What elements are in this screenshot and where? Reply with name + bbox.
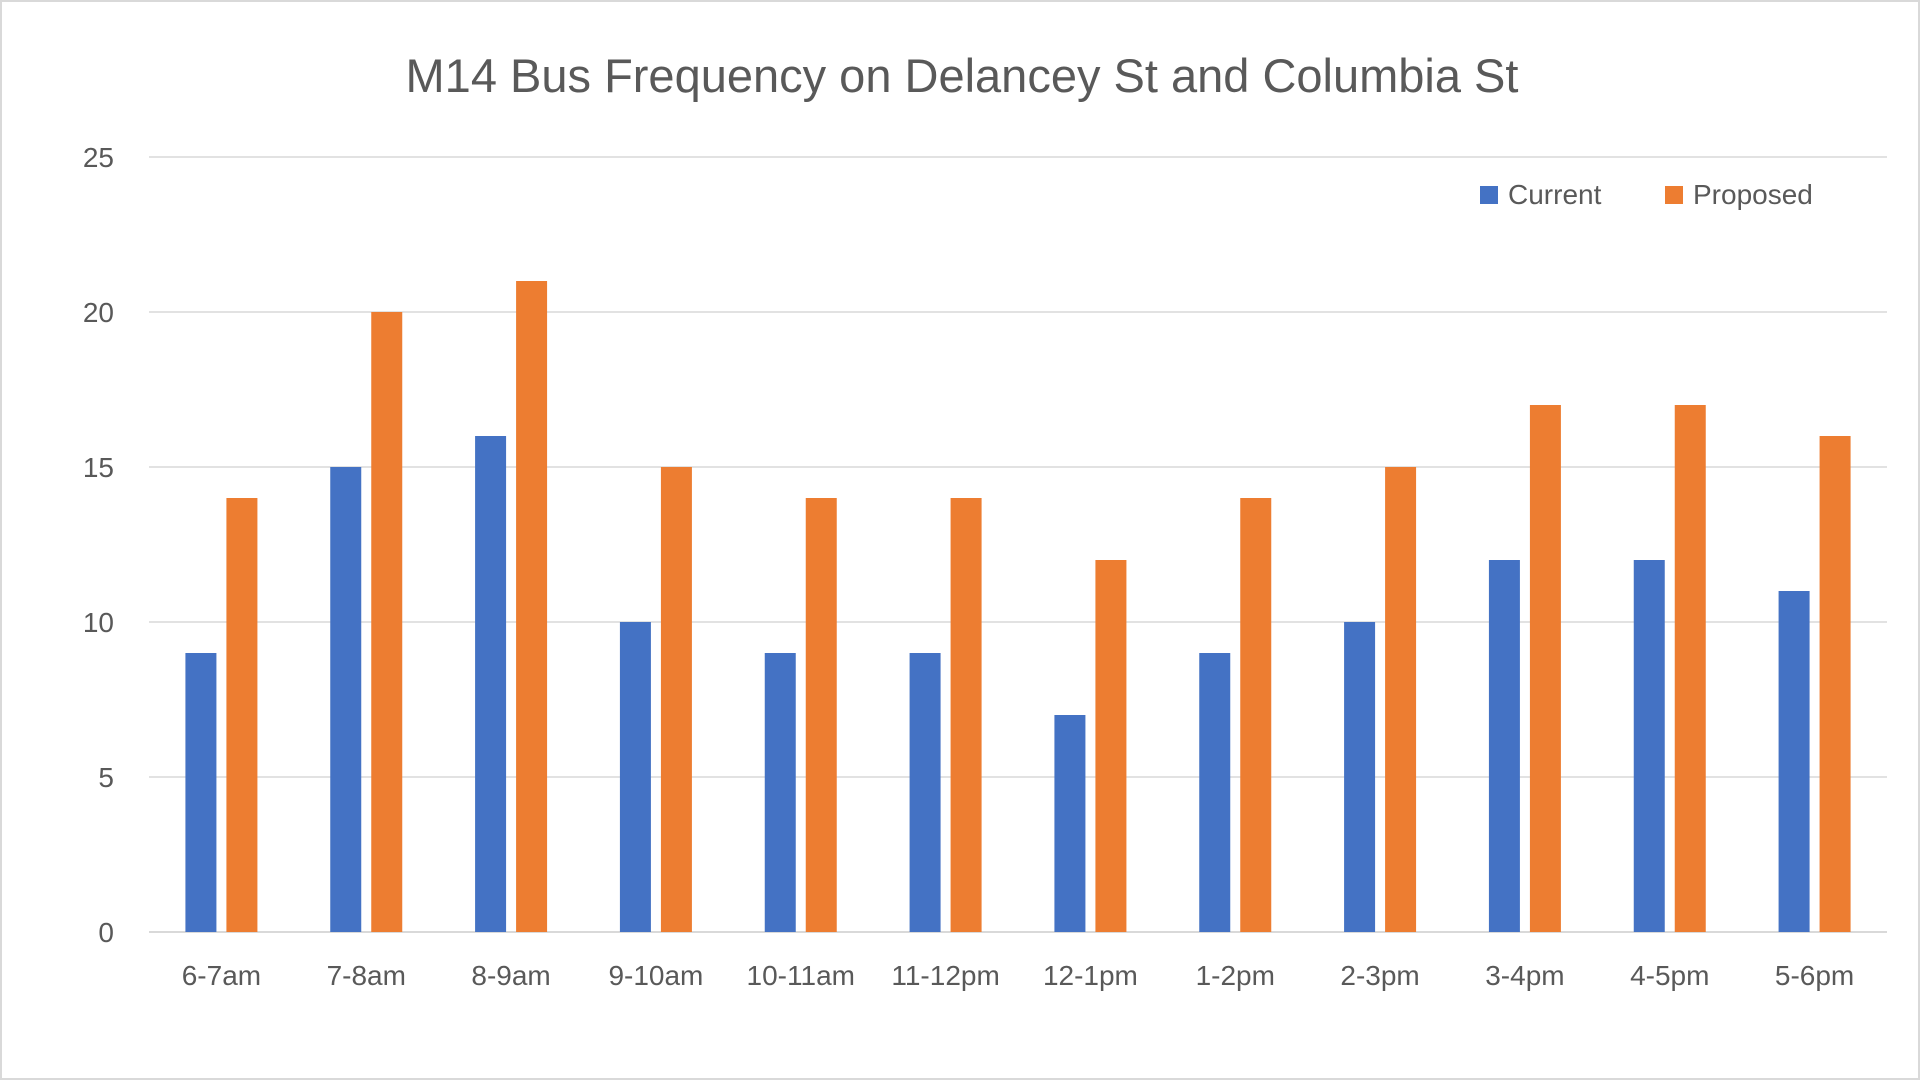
x-tick-label: 1-2pm bbox=[1196, 960, 1275, 991]
legend-label-proposed: Proposed bbox=[1693, 179, 1813, 210]
bar-current-7-8am bbox=[330, 467, 362, 932]
y-tick-label: 0 bbox=[98, 917, 114, 948]
y-tick-label: 15 bbox=[83, 452, 114, 483]
chart-title: M14 Bus Frequency on Delancey St and Col… bbox=[406, 49, 1519, 102]
bar-proposed-7-8am bbox=[371, 312, 403, 932]
bar-current-9-10am bbox=[619, 622, 651, 932]
bar-proposed-2-3pm bbox=[1385, 467, 1417, 932]
bar-current-6-7am bbox=[185, 653, 217, 932]
bar-current-5-6pm bbox=[1778, 591, 1810, 932]
x-tick-label: 8-9am bbox=[471, 960, 550, 991]
bar-proposed-3-4pm bbox=[1529, 405, 1561, 932]
bar-proposed-12-1pm bbox=[1095, 560, 1127, 932]
y-tick-label: 5 bbox=[98, 762, 114, 793]
bar-current-2-3pm bbox=[1344, 622, 1376, 932]
x-tick-label: 12-1pm bbox=[1043, 960, 1138, 991]
bar-current-11-12pm bbox=[909, 653, 941, 932]
bar-proposed-8-9am bbox=[516, 281, 548, 932]
y-tick-label: 10 bbox=[83, 607, 114, 638]
x-tick-label: 7-8am bbox=[327, 960, 406, 991]
bar-proposed-5-6pm bbox=[1819, 436, 1851, 932]
y-tick-label: 20 bbox=[83, 297, 114, 328]
bar-current-10-11am bbox=[764, 653, 796, 932]
gridlines bbox=[149, 156, 1887, 933]
y-axis-ticks: 0 5 10 15 20 25 bbox=[83, 142, 114, 948]
legend-label-current: Current bbox=[1508, 179, 1602, 210]
legend: Current Proposed bbox=[1480, 179, 1813, 210]
bars bbox=[185, 281, 1851, 932]
bar-proposed-10-11am bbox=[805, 498, 837, 932]
bar-current-8-9am bbox=[475, 436, 507, 932]
bar-current-3-4pm bbox=[1488, 560, 1520, 932]
x-tick-label: 11-12pm bbox=[891, 960, 999, 991]
bar-proposed-9-10am bbox=[660, 467, 692, 932]
x-axis-ticks: 6-7am 7-8am 8-9am 9-10am 10-11am 11-12pm 12-1p… bbox=[182, 960, 1855, 991]
bar-proposed-11-12pm bbox=[950, 498, 982, 932]
x-tick-label: 6-7am bbox=[182, 960, 261, 991]
x-tick-label: 2-3pm bbox=[1340, 960, 1419, 991]
bar-current-1-2pm bbox=[1199, 653, 1231, 932]
legend-swatch-proposed bbox=[1665, 186, 1683, 204]
bar-current-4-5pm bbox=[1633, 560, 1665, 932]
bar-proposed-4-5pm bbox=[1674, 405, 1706, 932]
bar-proposed-1-2pm bbox=[1240, 498, 1272, 932]
x-tick-label: 10-11am bbox=[747, 960, 855, 991]
legend-swatch-current bbox=[1480, 186, 1498, 204]
bar-current-12-1pm bbox=[1054, 715, 1086, 932]
x-tick-label: 4-5pm bbox=[1630, 960, 1709, 991]
bar-proposed-6-7am bbox=[226, 498, 258, 932]
x-tick-label: 3-4pm bbox=[1485, 960, 1564, 991]
y-tick-label: 25 bbox=[83, 142, 114, 173]
x-tick-label: 5-6pm bbox=[1775, 960, 1854, 991]
x-tick-label: 9-10am bbox=[608, 960, 703, 991]
